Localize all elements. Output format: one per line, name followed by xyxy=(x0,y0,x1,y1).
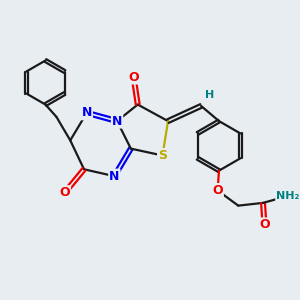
Text: O: O xyxy=(212,184,223,197)
Text: O: O xyxy=(128,70,139,83)
Text: N: N xyxy=(112,115,122,128)
Text: N: N xyxy=(82,106,92,119)
Text: N: N xyxy=(109,170,119,183)
Text: O: O xyxy=(259,218,270,231)
Text: H: H xyxy=(205,91,214,100)
Text: NH₂: NH₂ xyxy=(276,191,299,201)
Text: O: O xyxy=(59,186,70,199)
Text: S: S xyxy=(158,149,167,162)
